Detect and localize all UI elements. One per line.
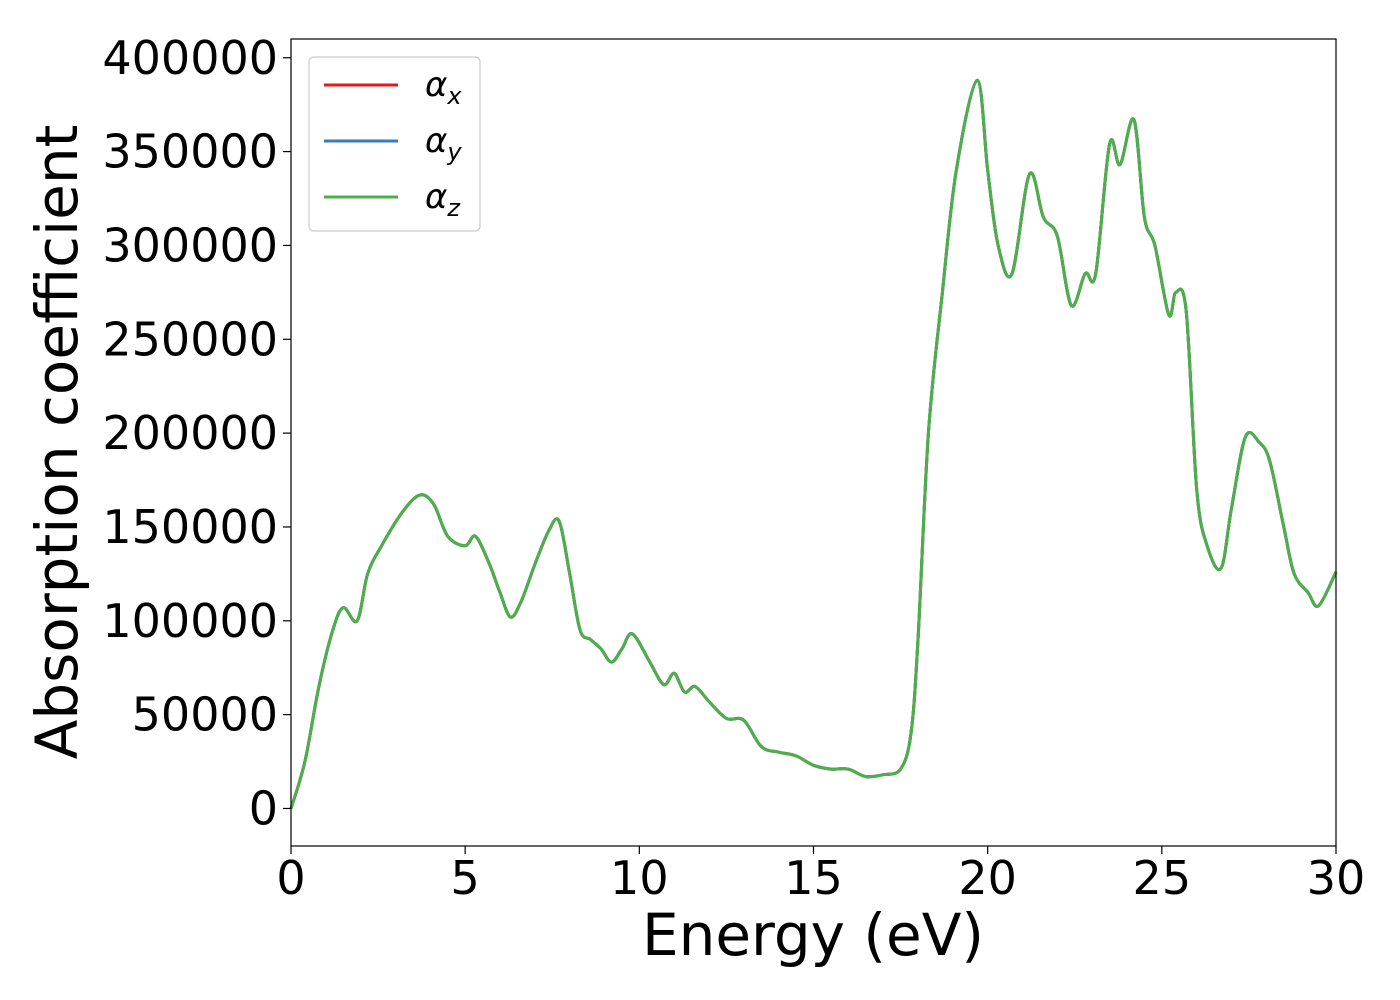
x-axis: 0 5 10 15 20 25 30 — [276, 846, 1365, 905]
y-tick-label: 50000 — [132, 688, 278, 742]
y-tick-label: 100000 — [102, 594, 278, 648]
y-tick-label: 350000 — [102, 125, 278, 179]
legend-label-y: αy — [425, 121, 462, 166]
y-tick-label: 200000 — [102, 406, 278, 460]
y-axis-title: Absorption coefficient — [23, 125, 91, 760]
y-axis: 0 50000 100000 150000 200000 250000 300000 3500… — [102, 31, 291, 835]
series-line-z — [289, 78, 1338, 809]
x-tick-label: 15 — [784, 851, 843, 905]
x-axis-title: Energy (eV) — [642, 901, 984, 969]
y-tick-label: 150000 — [102, 500, 278, 554]
x-tick-label: 25 — [1133, 851, 1192, 905]
y-tick-label: 300000 — [102, 218, 278, 272]
x-tick-label: 10 — [610, 851, 669, 905]
y-tick-label: 0 — [249, 781, 278, 835]
legend-box — [308, 56, 481, 232]
x-tick-label: 30 — [1307, 851, 1366, 905]
x-tick-label: 20 — [958, 851, 1017, 905]
x-tick-label: 5 — [451, 851, 480, 905]
y-tick-label: 250000 — [102, 312, 278, 366]
y-tick-label: 400000 — [102, 31, 278, 85]
x-tick-label: 0 — [276, 851, 305, 905]
legend-label-z: αz — [425, 177, 461, 222]
series-layer — [289, 78, 1338, 809]
legend-label-x: αx — [425, 65, 462, 110]
legend: αx αy αz — [308, 56, 481, 232]
